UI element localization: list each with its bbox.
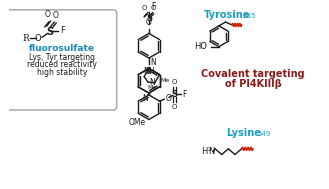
- Text: HO: HO: [194, 42, 208, 51]
- Text: F: F: [60, 26, 65, 35]
- Text: O: O: [171, 104, 177, 110]
- Text: R: R: [23, 34, 29, 43]
- Text: 2: 2: [207, 147, 211, 152]
- Text: of PI4KIIIβ: of PI4KIIIβ: [225, 79, 281, 89]
- Text: OMe: OMe: [129, 118, 146, 127]
- Text: N: N: [149, 78, 155, 87]
- Text: S: S: [46, 27, 53, 37]
- Text: high stability: high stability: [37, 68, 87, 77]
- Text: S: S: [172, 90, 178, 99]
- FancyBboxPatch shape: [7, 10, 117, 110]
- Text: O: O: [52, 11, 58, 20]
- Text: O: O: [141, 5, 147, 11]
- Text: O: O: [35, 34, 41, 43]
- Text: N: N: [208, 147, 215, 156]
- Text: O: O: [166, 94, 171, 103]
- Text: O: O: [151, 5, 156, 11]
- Text: F: F: [182, 90, 187, 99]
- Text: Lysine: Lysine: [226, 128, 261, 138]
- Text: S: S: [146, 14, 152, 23]
- Text: N: N: [150, 58, 156, 67]
- Text: O: O: [45, 10, 51, 19]
- Text: O: O: [146, 18, 152, 27]
- Text: Me: Me: [160, 78, 169, 83]
- Text: 549: 549: [258, 131, 271, 137]
- Text: H: H: [201, 147, 208, 156]
- Text: 385: 385: [242, 13, 256, 19]
- Text: N: N: [145, 67, 151, 76]
- Text: Me: Me: [147, 85, 157, 90]
- Text: O: O: [171, 79, 177, 85]
- Text: NH: NH: [143, 67, 155, 76]
- Text: F: F: [151, 2, 155, 11]
- Text: reduced reactivity: reduced reactivity: [27, 60, 97, 69]
- Text: Lys, Tyr targeting: Lys, Tyr targeting: [29, 53, 95, 62]
- Text: fluorosulfate: fluorosulfate: [29, 44, 95, 53]
- Text: N: N: [142, 94, 148, 103]
- Text: Tyrosine: Tyrosine: [204, 9, 250, 19]
- Text: Covalent targeting: Covalent targeting: [201, 69, 305, 79]
